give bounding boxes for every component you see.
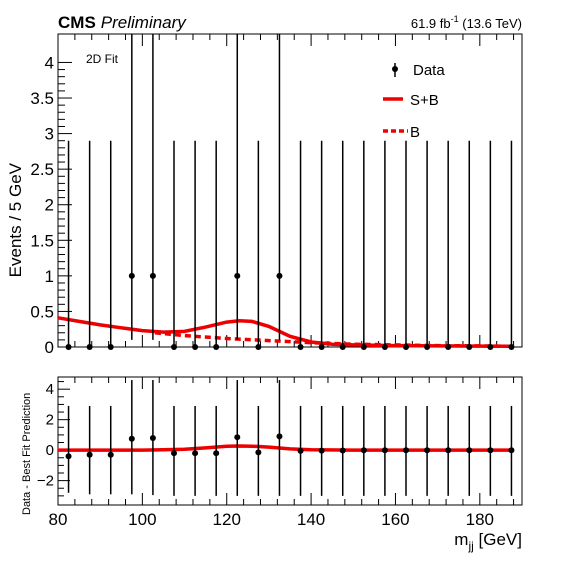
data-point [318,344,325,350]
ratio-data-point [297,447,304,454]
main-plot-frame [57,33,523,348]
fit-annotation: 2D Fit [86,52,119,66]
x-tick-label: 160 [381,510,409,529]
data-point [86,344,93,350]
ratio-data-point [424,447,431,454]
legend-b-label: B [410,124,420,141]
legend-data-label: Data [413,62,445,79]
data-point [403,344,409,350]
ratio-data-point [487,447,494,454]
data-point [65,344,72,350]
ratio-data-point [128,435,135,442]
main-y-tick-label: 1.5 [30,231,54,250]
legend: Data S+B B [383,62,445,141]
ratio-data-point [381,447,388,454]
data-point [171,344,177,350]
ratio-data-point [276,433,283,440]
ratio-y-axis-label: Data - Best Fit Prediction [21,393,33,515]
main-y-tick-label: 0 [45,338,54,357]
data-point [508,344,515,350]
data-point [445,344,452,350]
data-point [339,344,346,350]
data-point [360,344,367,350]
x-tick-label: 80 [49,510,68,529]
main-y-axis-label: Events / 5 GeV [6,162,25,277]
ratio-fit-curve [58,444,514,452]
x-tick-label: 120 [213,510,241,529]
data-point [192,344,199,350]
main-y-tick-label: 2.5 [30,160,54,179]
ratio-data-point [445,447,452,454]
ratio-data-point [234,434,241,441]
main-x-axis [57,34,515,347]
main-y-tick-label: 0.5 [30,302,54,321]
ratio-data-point [192,450,199,457]
data-point [128,272,135,279]
main-y-axis: 0 0.5 1 1.5 2 2.5 3 3.5 4 [30,53,72,357]
ratio-data-point [466,447,473,454]
lumi-label: 61.9 fb-1 (13.6 TeV) [411,14,522,31]
data-point [213,344,220,350]
ratio-y-tick-label: 0 [46,442,54,459]
ratio-y-axis: −2 0 2 4 [37,381,70,497]
ratio-y-tick-label: −2 [37,473,54,490]
ratio-data-point [149,434,156,441]
data-points [65,34,515,350]
legend-sb-label: S+B [410,92,439,109]
ratio-data-point [107,451,114,458]
x-tick-label: 140 [297,510,325,529]
ratio-data-points [65,380,515,496]
x-tick-label: 100 [128,510,156,529]
data-point [487,344,494,350]
ratio-fit-curve-line [58,444,514,452]
ratio-data-point [171,450,177,457]
ratio-y-tick-label: 4 [46,381,54,398]
cms-label: CMS Preliminary [58,13,187,32]
data-point [255,344,262,350]
x-tick-label: 180 [466,510,494,529]
ratio-plot-frame [57,376,523,506]
x-axis-label: mjj [GeV] [454,530,522,553]
ratio-panel: −2 0 2 4 80 100 120 140 160 180 Data - Best Fit … [21,376,523,553]
ratio-data-point [213,450,220,457]
main-panel: 00.511.522.533.54 2D Fit Events / 5 GeV … [6,33,523,357]
ratio-y-tick-label: 2 [46,412,54,429]
data-point [276,272,283,279]
ratio-data-point [65,453,72,460]
ratio-data-point [318,447,325,454]
data-point [234,272,241,279]
ratio-data-point [508,447,515,454]
ratio-data-point [339,447,346,454]
main-y-tick-label: 3 [45,125,54,144]
ratio-data-point [403,447,409,454]
signal-plus-background-curve [57,316,514,349]
data-point [466,344,473,350]
data-point [424,344,431,350]
data-point [381,344,388,350]
main-y-tick-label: 3.5 [30,89,54,108]
main-y-tick-label: 4 [45,53,54,72]
main-y-tick-label: 1 [45,267,54,286]
ratio-data-point [255,449,262,456]
signal-plus-background-fit [57,316,514,349]
ratio-x-axis: 80 100 120 140 160 180 [49,377,515,529]
legend-data-marker [392,66,398,72]
data-point [297,344,304,350]
data-point [107,344,114,350]
ratio-data-point [360,447,367,454]
data-point [149,272,156,279]
main-y-tick-label: 2 [45,196,54,215]
ratio-data-point [86,451,93,458]
